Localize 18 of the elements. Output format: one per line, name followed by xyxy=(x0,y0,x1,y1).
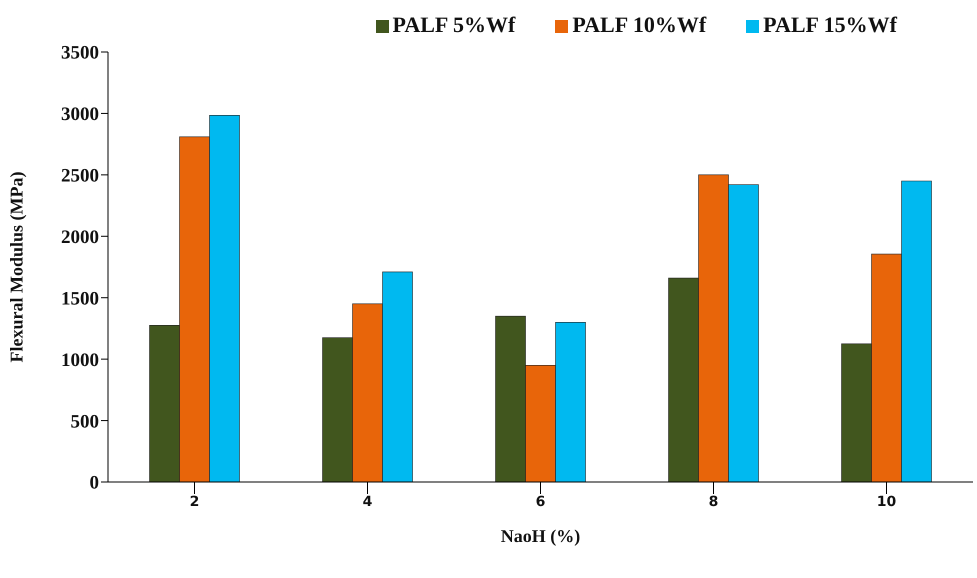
y-tick-label: 500 xyxy=(70,411,99,432)
y-tick-label: 2000 xyxy=(61,227,99,248)
x-tick-label: 2 xyxy=(190,494,200,510)
x-tick-label: 4 xyxy=(362,494,373,510)
legend-label: PALF 5%Wf xyxy=(392,12,516,37)
y-axis-title: Flexural Modulus (MPa) xyxy=(6,172,26,362)
x-axis-title: NaoH (%) xyxy=(500,526,580,546)
y-tick-label: 1500 xyxy=(61,288,99,310)
y-tick-label: 1000 xyxy=(61,350,99,371)
legend-label: PALF 10%Wf xyxy=(572,12,706,37)
y-tick-label: 3000 xyxy=(61,104,99,126)
x-tick-label: 8 xyxy=(708,494,718,510)
x-tick-label: 6 xyxy=(536,494,546,510)
legend-label: PALF 15%Wf xyxy=(763,12,897,37)
y-tick-label: 0 xyxy=(90,472,99,494)
x-tick-label: 10 xyxy=(876,494,896,510)
y-tick-label: 2500 xyxy=(61,166,99,187)
y-tick-label: 3500 xyxy=(61,42,99,64)
